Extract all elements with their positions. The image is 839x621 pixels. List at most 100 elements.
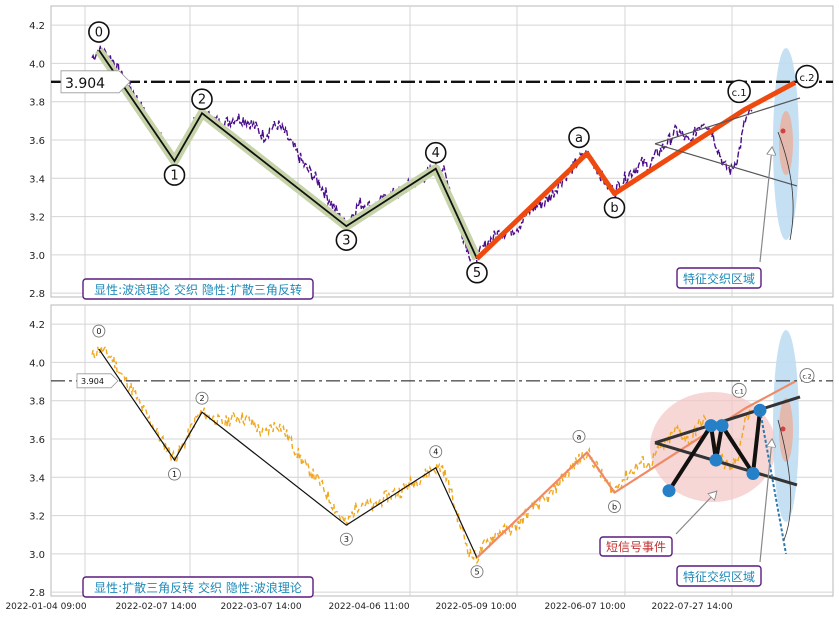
x-tick-label: 2022-05-09 10:00 (435, 602, 516, 612)
wave-label-circle (466, 261, 488, 284)
x-tick-label: 2022-06-07 10:00 (544, 602, 625, 612)
curved-arrow (777, 419, 792, 541)
wave-label: b (610, 201, 618, 216)
pattern-description-box (82, 278, 314, 300)
curved-arrow (777, 131, 794, 241)
triangle-upper-line (654, 395, 801, 445)
y-tick-label: 4.2 (29, 21, 45, 32)
x-tick-label: 2022-07-27 14:00 (651, 602, 732, 612)
wave-label-circle (335, 229, 358, 251)
wave-label-circle (795, 64, 819, 89)
wave-label: 5 (474, 568, 479, 577)
feature-zone-red (779, 111, 793, 175)
x-tick-label: 2022-02-07 14:00 (115, 602, 196, 612)
feature-zone-label: 特征交织区域 (683, 569, 755, 584)
feature-zone-arrow (759, 148, 772, 263)
wave-label: c.1 (732, 88, 747, 99)
wave-label: b (612, 503, 617, 512)
short-signal-box (599, 536, 673, 557)
wave-label: c.1 (735, 388, 744, 395)
wave-label: 0 (95, 26, 103, 41)
wave-label-circle (163, 164, 186, 186)
wave-label-circle (470, 565, 484, 579)
feature-zone-label: 特征交织区域 (683, 271, 755, 286)
reference-value-label: 3.904 (81, 377, 104, 386)
y-tick-label: 3.8 (29, 98, 45, 109)
chart-panel-bottom: 2.8 3.0 3.2 3.4 3.6 3.8 4.0 4.2 0 1 2 3 4 5 a b c.1 c.2 3.… (5, 304, 834, 612)
wave-label-circle (88, 21, 110, 43)
signal-point (709, 453, 723, 467)
y-tick-label: 3.6 (29, 136, 45, 147)
signal-point (662, 484, 676, 498)
wave-label: 4 (433, 448, 438, 457)
wave-label-circle (608, 500, 621, 514)
wave-label-circle (731, 382, 747, 398)
x-tick-label: 2022-04-06 11:00 (328, 602, 409, 612)
wave-label-circle (168, 467, 181, 481)
feature-zone-box (676, 267, 762, 289)
triangle-lower-line (654, 441, 798, 487)
wave-label-circle (603, 196, 626, 219)
reference-value-tag (76, 373, 119, 389)
signal-point (715, 419, 729, 433)
wave-label: c.2 (802, 374, 811, 381)
wave-label: a (577, 432, 582, 441)
wave-label: 1 (172, 470, 177, 479)
y-tick-label: 4.0 (29, 358, 45, 369)
impulse-wave-line (98, 348, 478, 558)
wave-label-circle (568, 126, 590, 149)
y-tick-label: 3.4 (29, 473, 45, 484)
y-tick-label: 2.8 (29, 289, 45, 300)
impulse-wave-line (98, 49, 478, 260)
wave-label: 0 (96, 327, 101, 336)
y-tick-label: 3.2 (29, 512, 45, 523)
wave-label: 1 (170, 169, 178, 184)
wave-label-circle (339, 532, 353, 546)
y-tick-label: 4.0 (29, 59, 45, 70)
wave-label: c.2 (799, 73, 814, 84)
price-series-line (91, 45, 753, 265)
signal-point (704, 419, 718, 433)
y-tick-label: 3.0 (29, 251, 45, 262)
wave-label: 4 (432, 146, 440, 161)
pattern-description: 显性:波浪理论 交织 隐性:扩散三角反转 (94, 282, 302, 297)
short-signal-label: 短信号事件 (606, 540, 666, 554)
feature-zone-dot (780, 426, 786, 432)
wave-label-circle (799, 368, 815, 384)
y-tick-label: 3.6 (29, 435, 45, 446)
corrective-wave-line (476, 380, 796, 559)
corrective-wave-line (475, 80, 797, 261)
short-signal-arrow (675, 492, 716, 535)
wave-label: 5 (473, 266, 481, 281)
x-tick-label: 2022-03-07 14:00 (220, 602, 301, 612)
feature-zone-arrow (759, 440, 772, 563)
signal-projection-line (759, 410, 787, 555)
feature-zone-dot (780, 128, 786, 134)
wave-label-circle (191, 88, 213, 111)
y-tick-label: 3.2 (29, 213, 45, 224)
y-tick-label: 3.4 (29, 174, 45, 185)
wave-label-circle (429, 445, 443, 459)
y-tick-label: 4.2 (29, 320, 45, 331)
wave-label-circle (92, 324, 106, 338)
y-tick-label: 2.8 (29, 588, 45, 599)
wave-label: 2 (199, 394, 204, 403)
reference-value-label: 3.904 (65, 76, 105, 92)
feature-zone-box (676, 565, 762, 587)
wave-label-circle (727, 79, 751, 104)
x-tick-label: 2022-01-04 09:00 (5, 602, 86, 612)
wave-label: a (575, 131, 583, 146)
grid-lines (51, 6, 833, 297)
wave-label-circle (572, 429, 586, 443)
triangle-lower-line (654, 143, 798, 187)
pattern-description: 显性:扩散三角反转 交织 隐性:波浪理论 (94, 580, 302, 595)
signal-path (667, 410, 762, 492)
price-series-line (91, 345, 753, 565)
wave-label-circle (424, 141, 447, 164)
wave-label: 3 (342, 234, 350, 249)
wave-label: 2 (198, 93, 206, 108)
y-tick-label: 3.0 (29, 550, 45, 561)
pattern-description-box (82, 576, 314, 598)
triangle-upper-line (654, 97, 801, 145)
